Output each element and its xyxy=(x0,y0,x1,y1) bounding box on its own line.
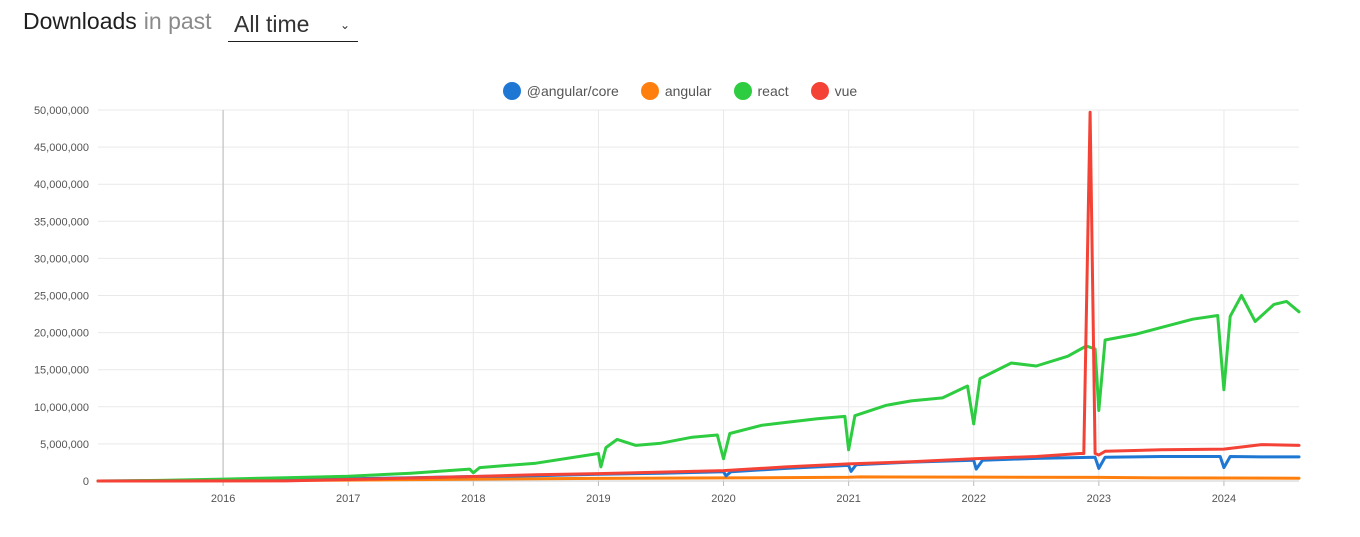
series-line-react xyxy=(96,294,1301,483)
y-tick-label: 40,000,000 xyxy=(34,179,89,191)
y-tick-label: 15,000,000 xyxy=(34,365,89,377)
x-tick-label: 2018 xyxy=(461,493,485,505)
y-tick-label: 45,000,000 xyxy=(34,142,89,154)
x-tick-label: 2016 xyxy=(211,493,235,505)
legend-swatch xyxy=(733,82,752,100)
downloads-header: Downloads in past xyxy=(23,8,212,44)
in-past-label: in past xyxy=(143,8,212,34)
period-select[interactable]: All time ⌄ xyxy=(228,8,358,42)
series-line-vue xyxy=(96,110,1301,483)
x-tick-label: 2017 xyxy=(336,493,360,505)
legend-label: react xyxy=(757,83,789,99)
chevron-down-icon: ⌄ xyxy=(339,18,350,32)
x-tick-label: 2024 xyxy=(1212,493,1236,505)
legend-swatch xyxy=(810,82,829,100)
legend-item-react[interactable]: react xyxy=(733,82,789,100)
legend-label: @angular/core xyxy=(526,83,619,99)
chart-legend: @angular/core angular react vue xyxy=(0,82,1360,100)
y-tick-label: 50,000,000 xyxy=(34,105,89,117)
downloads-title: Downloads xyxy=(23,8,137,34)
y-tick-label: 20,000,000 xyxy=(34,328,89,340)
legend-swatch xyxy=(502,82,521,100)
y-tick-label: 35,000,000 xyxy=(34,216,89,228)
y-tick-label: 10,000,000 xyxy=(34,402,89,414)
x-tick-label: 2019 xyxy=(586,493,610,505)
y-tick-label: 0 xyxy=(83,476,89,488)
legend-label: vue xyxy=(834,83,858,99)
x-tick-label: 2021 xyxy=(836,493,860,505)
y-tick-label: 30,000,000 xyxy=(34,253,89,265)
x-tick-label: 2020 xyxy=(711,493,735,505)
legend-item-angular[interactable]: angular xyxy=(640,82,712,100)
legend-swatch xyxy=(640,82,659,100)
legend-label: angular xyxy=(664,83,712,99)
x-tick-label: 2022 xyxy=(961,493,985,505)
x-tick-label: 2023 xyxy=(1087,493,1111,505)
legend-item-vue[interactable]: vue xyxy=(810,82,858,100)
y-tick-label: 25,000,000 xyxy=(34,291,89,303)
y-tick-label: 5,000,000 xyxy=(40,439,89,451)
period-select-value: All time xyxy=(234,11,310,37)
legend-item-angular-core[interactable]: @angular/core xyxy=(502,82,619,100)
